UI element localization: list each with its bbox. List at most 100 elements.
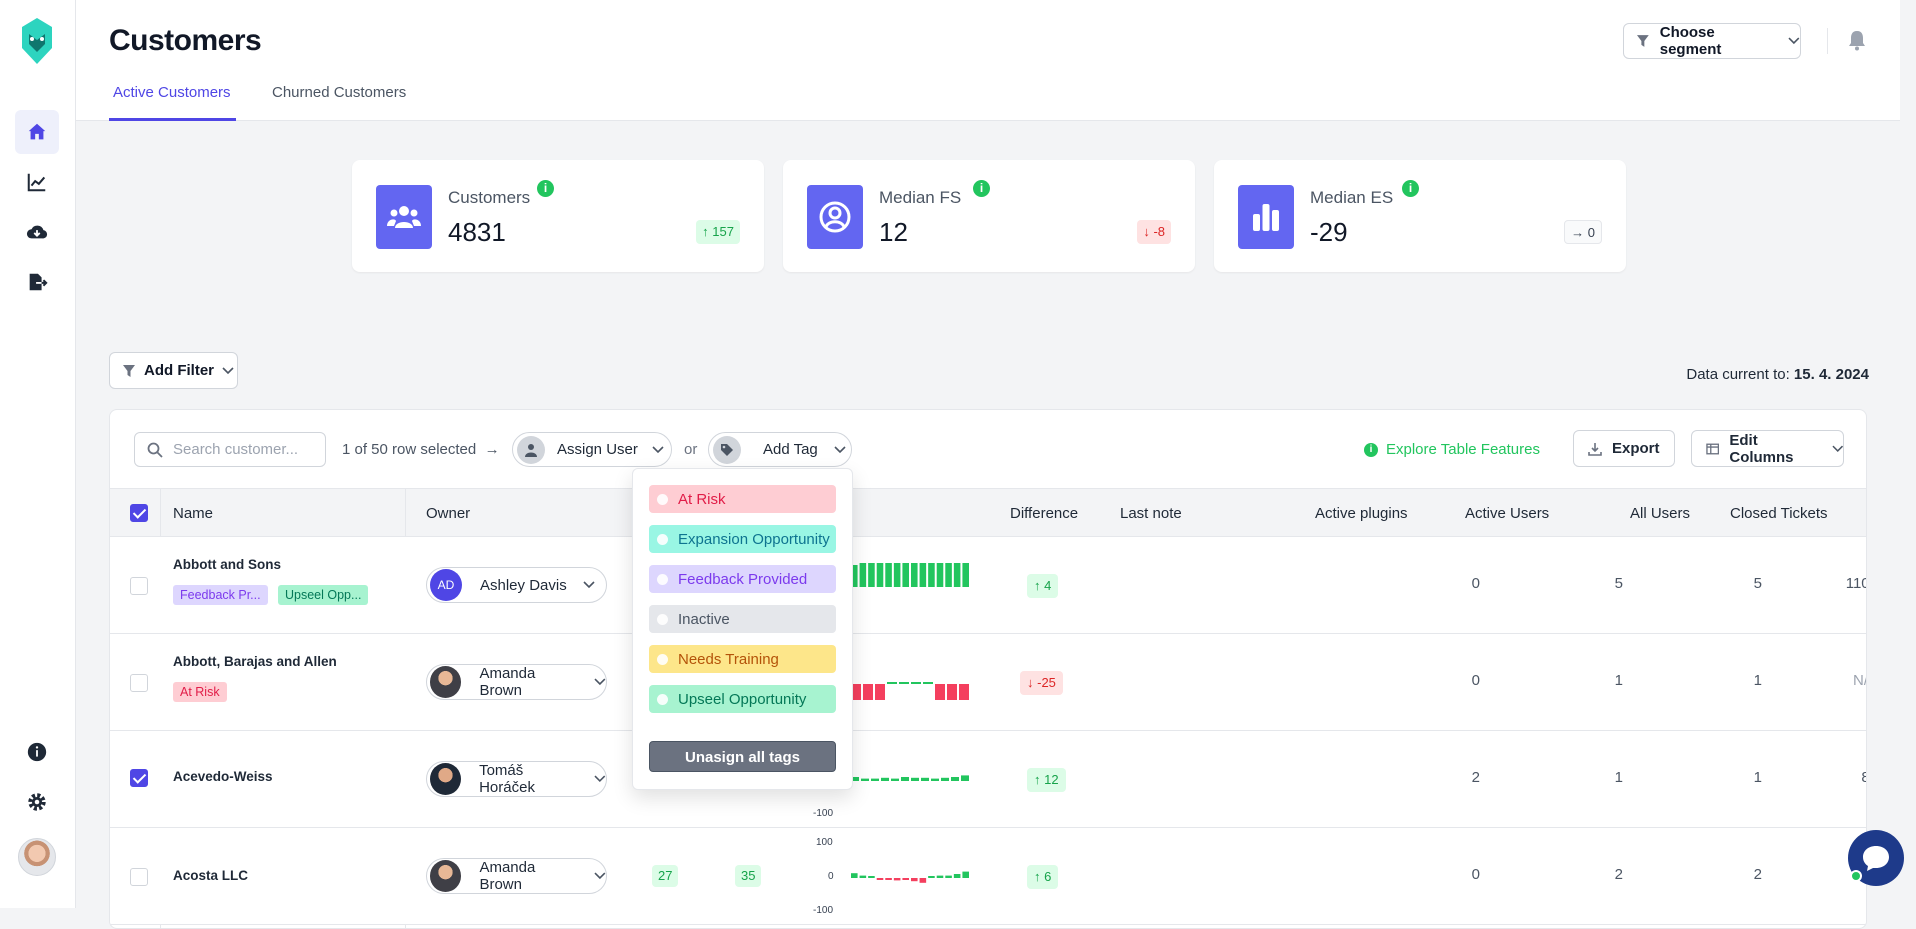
sparkline-chart xyxy=(851,775,969,781)
search-placeholder: Search customer... xyxy=(173,441,299,458)
difference-badge: ↓ -25 xyxy=(1020,671,1063,695)
user-icon xyxy=(517,435,545,464)
logo-icon[interactable] xyxy=(20,18,54,64)
tag-option-label: Needs Training xyxy=(678,650,779,668)
stat-label: Median ES xyxy=(1310,188,1394,207)
sparkline-bar xyxy=(859,563,867,587)
explore-table-features-link[interactable]: i Explore Table Features xyxy=(1364,441,1540,458)
column-header-closed-tickets[interactable]: Closed Tickets xyxy=(1730,505,1828,522)
tag-option-at-risk[interactable]: At Risk xyxy=(649,485,836,513)
sparkline-bar xyxy=(923,682,933,684)
customer-name[interactable]: Acevedo-Weiss xyxy=(173,769,273,784)
sparkline-bar xyxy=(962,563,969,587)
add-filter-button[interactable]: Add Filter xyxy=(109,352,238,389)
tag-option-upseel[interactable]: Upseel Opportunity xyxy=(649,685,836,713)
stat-value: 12 xyxy=(879,217,908,247)
tag-option-expansion[interactable]: Expansion Opportunity xyxy=(649,525,836,553)
table-row[interactable]: Acevedo-Weiss Tomáš Horáček -100 ↑ 12 2 … xyxy=(110,731,1866,828)
users-icon xyxy=(376,185,432,249)
table-row[interactable]: Acosta LLC Amanda Brown 27 35 100 0 -100… xyxy=(110,828,1866,925)
edit-columns-button[interactable]: Edit Columns xyxy=(1691,430,1844,467)
tag-option-feedback[interactable]: Feedback Provided xyxy=(649,565,836,593)
radio-dot xyxy=(657,613,668,625)
column-header-all-users[interactable]: All Users xyxy=(1630,505,1691,522)
sparkline-axis-min: -100 xyxy=(813,905,834,916)
tab-active-customers[interactable]: Active Customers xyxy=(113,84,231,101)
table-row[interactable]: Abbott, Barajas and Allen At Risk Amanda… xyxy=(110,634,1866,731)
home-icon xyxy=(28,123,46,140)
nav-info[interactable] xyxy=(15,730,59,774)
column-header-difference[interactable]: Difference xyxy=(1010,505,1079,522)
owner-select[interactable]: AD Ashley Davis xyxy=(426,567,607,603)
bell-icon[interactable] xyxy=(1846,29,1868,51)
page-header: Customers Active Customers Churned Custo… xyxy=(76,0,1900,121)
info-icon xyxy=(27,742,47,762)
tab-churned-customers[interactable]: Churned Customers xyxy=(272,84,407,101)
info-icon[interactable]: i xyxy=(537,180,554,197)
tag-at-risk[interactable]: At Risk xyxy=(173,682,227,702)
owner-name: Tomáš Horáček xyxy=(479,762,535,796)
column-header-name[interactable]: Name xyxy=(173,505,214,522)
nav-settings[interactable] xyxy=(15,780,59,824)
sparkline-chart xyxy=(851,682,969,700)
sparkline-bar xyxy=(935,684,945,700)
customer-name[interactable]: Abbott, Barajas and Allen xyxy=(173,654,337,669)
sparkline-bar xyxy=(859,875,867,878)
export-button[interactable]: Export xyxy=(1573,430,1675,467)
row-checkbox[interactable] xyxy=(130,769,148,787)
info-icon[interactable]: i xyxy=(973,180,990,197)
sparkline-bar xyxy=(863,684,873,700)
column-header-active-users[interactable]: Active Users xyxy=(1465,505,1550,522)
table-row[interactable]: Abbott and Sons Feedback Pr... Upseel Op… xyxy=(110,537,1866,634)
tag-feedback[interactable]: Feedback Pr... xyxy=(173,585,268,605)
tag-option-needs-training[interactable]: Needs Training xyxy=(649,645,836,673)
stat-delta: ↓ -8 xyxy=(1137,220,1171,244)
add-filter-label: Add Filter xyxy=(144,362,214,379)
sparkline-bar xyxy=(936,563,944,587)
nav-export[interactable] xyxy=(15,260,59,304)
tag-option-label: Feedback Provided xyxy=(678,570,808,588)
info-icon[interactable]: i xyxy=(1402,180,1419,197)
sparkline-bar xyxy=(911,682,921,684)
sparkline-bar xyxy=(931,778,939,781)
user-avatar[interactable] xyxy=(18,838,56,876)
select-all-checkbox[interactable] xyxy=(130,504,148,522)
active-users: 1 xyxy=(1614,672,1623,689)
data-current: Data current to: 15. 4. 2024 xyxy=(1686,366,1869,383)
add-tag-button[interactable]: Add Tag xyxy=(708,432,852,467)
sparkline-bar xyxy=(941,777,949,781)
sparkline-bar xyxy=(876,563,884,587)
tag-upseel[interactable]: Upseel Opp... xyxy=(278,585,369,605)
sparkline-axis-min: -100 xyxy=(813,808,834,819)
column-header-active-plugins[interactable]: Active plugins xyxy=(1315,505,1408,522)
search-input[interactable]: Search customer... xyxy=(134,432,326,467)
sparkline-bar xyxy=(901,777,909,781)
unassign-all-tags-button[interactable]: Unasign all tags xyxy=(649,741,836,772)
choose-segment-button[interactable]: Choose segment xyxy=(1623,23,1801,59)
sparkline-bar xyxy=(945,563,952,587)
owner-select[interactable]: Amanda Brown xyxy=(426,858,607,894)
assign-user-button[interactable]: Assign User xyxy=(512,432,672,467)
sparkline-axis-max: 100 xyxy=(816,837,833,848)
nav-import[interactable] xyxy=(15,210,59,254)
row-checkbox[interactable] xyxy=(130,577,148,595)
sparkline-bar xyxy=(953,874,961,878)
customer-name[interactable]: Abbott and Sons xyxy=(173,557,281,572)
owner-select[interactable]: Amanda Brown xyxy=(426,664,607,700)
difference-badge: ↑ 6 xyxy=(1027,865,1059,889)
stat-delta: → 0 xyxy=(1564,220,1602,244)
nav-analytics[interactable] xyxy=(15,160,59,204)
sparkline-bar xyxy=(891,778,899,781)
column-header-owner[interactable]: Owner xyxy=(426,505,471,522)
tag-option-inactive[interactable]: Inactive xyxy=(649,605,836,633)
row-checkbox[interactable] xyxy=(130,674,148,692)
owner-select[interactable]: Tomáš Horáček xyxy=(426,761,607,797)
chevron-down-icon xyxy=(594,872,606,880)
es-score-badge: 35 xyxy=(735,865,762,887)
nav-home[interactable] xyxy=(15,110,59,154)
row-checkbox[interactable] xyxy=(130,868,148,886)
avatar: AD xyxy=(430,569,462,601)
avatar xyxy=(430,763,462,795)
column-header-last-note[interactable]: Last note xyxy=(1120,505,1182,522)
customer-name[interactable]: Acosta LLC xyxy=(173,868,249,883)
